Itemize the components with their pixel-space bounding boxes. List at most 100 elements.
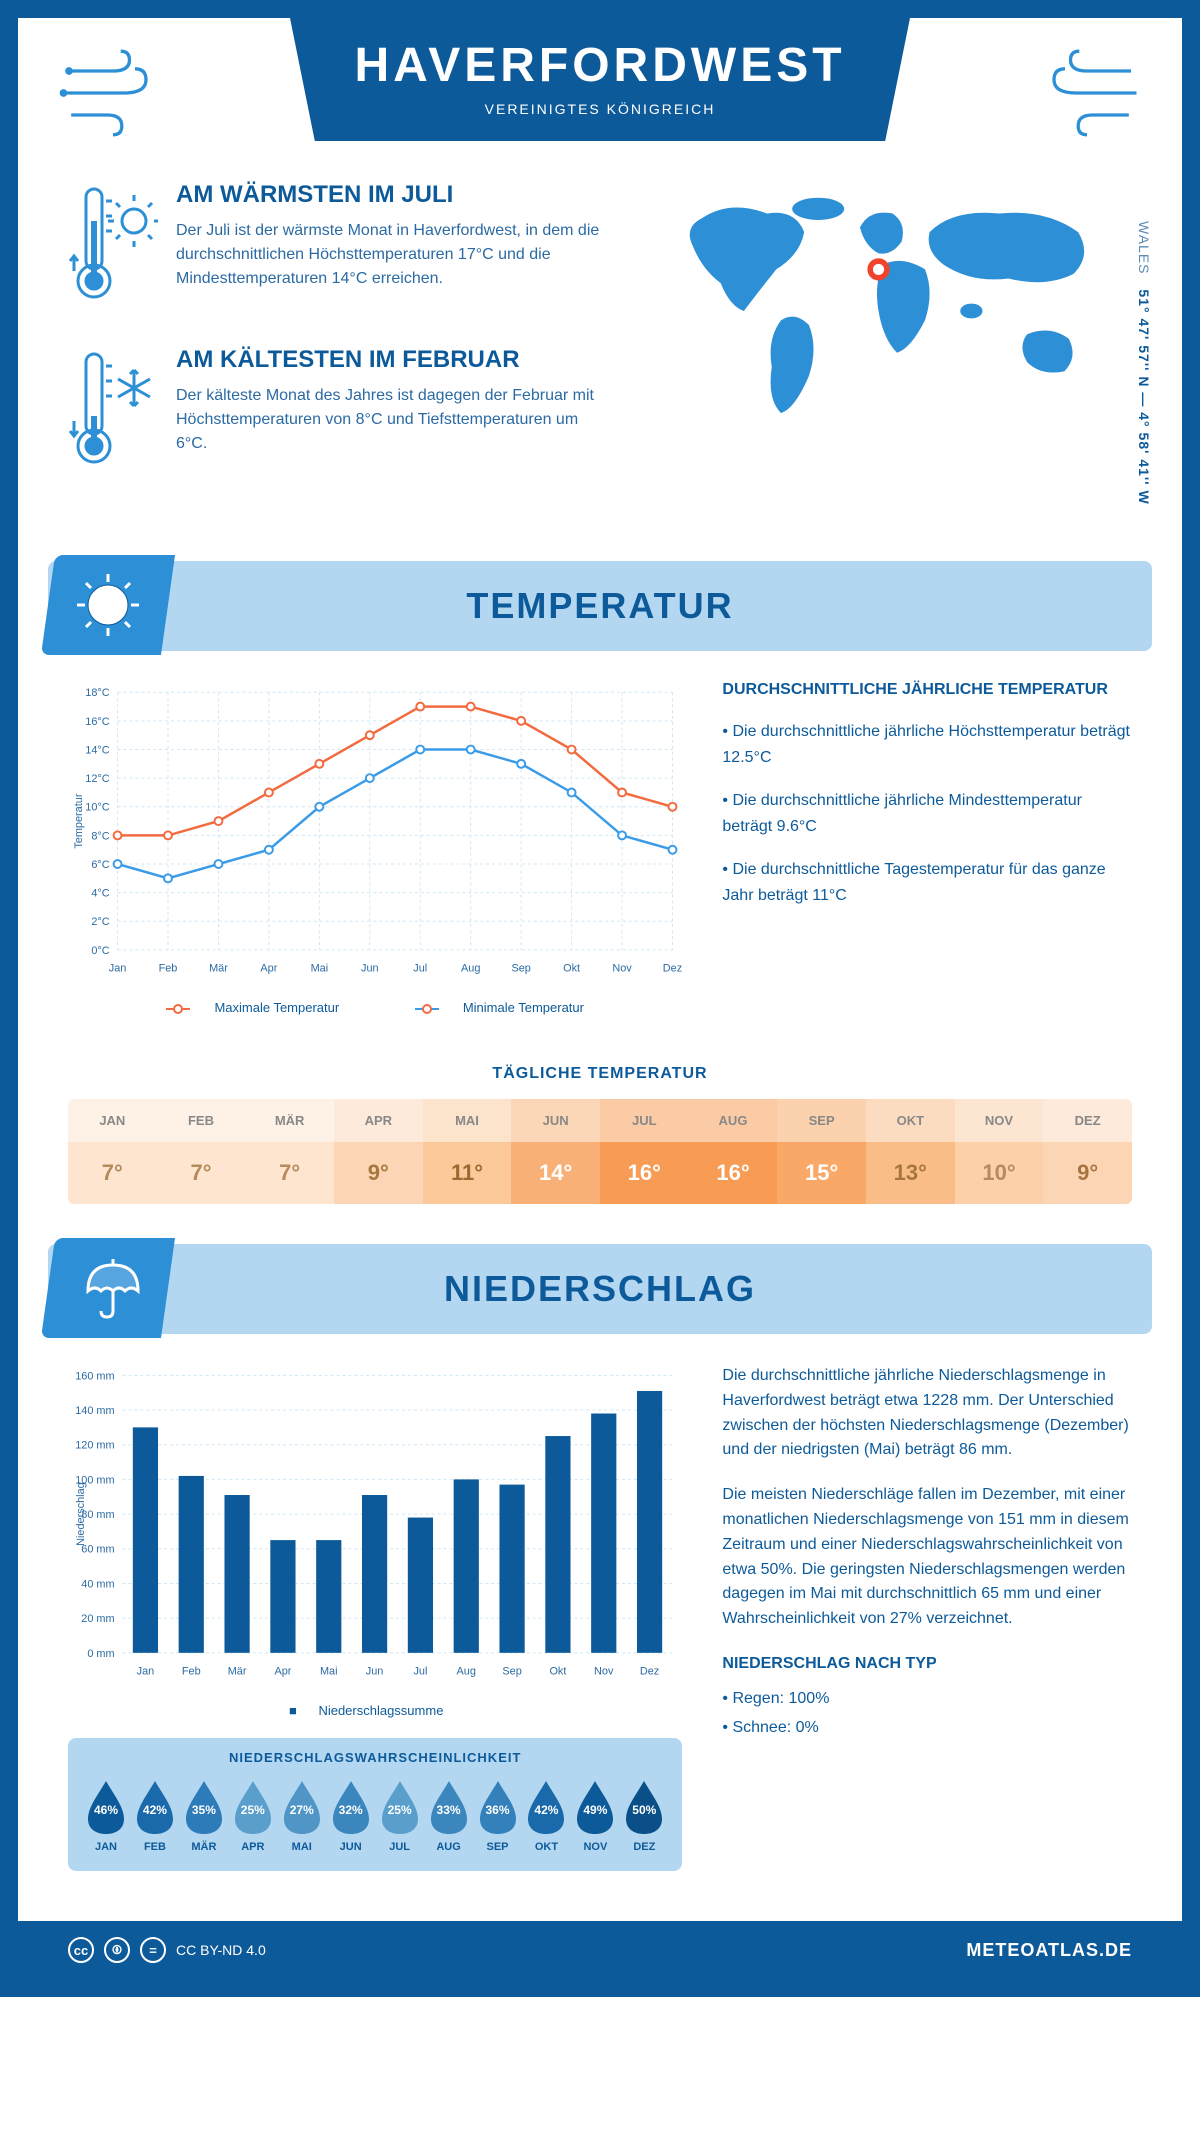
svg-text:14°C: 14°C [85, 744, 109, 756]
precip-section-header: NIEDERSCHLAG [48, 1244, 1152, 1334]
prob-drop: 32% JUN [329, 1779, 373, 1853]
prob-drop: 46% JAN [84, 1779, 128, 1853]
table-month: MAI [423, 1099, 512, 1142]
prob-title: NIEDERSCHLAGSWAHRSCHEINLICHKEIT [84, 1750, 666, 1765]
table-month: MÄR [245, 1099, 334, 1142]
prob-drop: 42% OKT [524, 1779, 568, 1853]
svg-text:20 mm: 20 mm [81, 1613, 114, 1625]
svg-text:Jul: Jul [413, 963, 427, 975]
prob-drop: 36% SEP [476, 1779, 520, 1853]
daily-temp-table: JANFEBMÄRAPRMAIJUNJULAUGSEPOKTNOVDEZ7°7°… [68, 1099, 1132, 1204]
table-temp-value: 16° [689, 1142, 778, 1204]
infographic-frame: HAVERFORDWEST VEREINIGTES KÖNIGREICH AM … [0, 0, 1200, 1997]
svg-text:Mai: Mai [320, 1666, 338, 1678]
svg-text:2°C: 2°C [91, 916, 109, 928]
table-temp-value: 7° [68, 1142, 157, 1204]
svg-text:Jul: Jul [413, 1666, 427, 1678]
prob-drop: 42% FEB [133, 1779, 177, 1853]
precip-type-title: NIEDERSCHLAG NACH TYP [722, 1652, 1132, 1677]
temperature-line-chart: 0°C2°C4°C6°C8°C10°C12°C14°C16°C18°CJanFe… [68, 681, 682, 981]
svg-text:0°C: 0°C [91, 945, 109, 957]
table-temp-value: 10° [955, 1142, 1044, 1204]
region-label: WALES [1136, 221, 1152, 275]
header-banner: HAVERFORDWEST VEREINIGTES KÖNIGREICH [290, 18, 910, 141]
top-info-row: AM WÄRMSTEN IM JULI Der Juli ist der wär… [18, 141, 1182, 541]
svg-text:Jun: Jun [366, 1666, 384, 1678]
table-month: APR [334, 1099, 423, 1142]
svg-text:Jan: Jan [137, 1666, 155, 1678]
svg-text:12°C: 12°C [85, 773, 109, 785]
table-temp-value: 14° [511, 1142, 600, 1204]
svg-text:Apr: Apr [260, 963, 277, 975]
svg-text:6°C: 6°C [91, 859, 109, 871]
annual-bullet-1: • Die durchschnittliche jährliche Höchst… [722, 719, 1132, 770]
thermometer-hot-icon [68, 181, 158, 316]
svg-text:120 mm: 120 mm [75, 1440, 114, 1452]
cc-icon: cc [68, 1937, 94, 1963]
prob-drop: 27% MAI [280, 1779, 324, 1853]
table-temp-value: 13° [866, 1142, 955, 1204]
by-icon: 🅯 [104, 1937, 130, 1963]
svg-text:Temperatur: Temperatur [73, 793, 85, 848]
umbrella-icon [41, 1238, 175, 1338]
table-month: AUG [689, 1099, 778, 1142]
page-subtitle: VEREINIGTES KÖNIGREICH [290, 101, 910, 117]
sun-icon [41, 555, 175, 655]
svg-text:0 mm: 0 mm [87, 1648, 114, 1660]
world-map [644, 181, 1132, 441]
table-month: OKT [866, 1099, 955, 1142]
svg-text:Nov: Nov [612, 963, 632, 975]
svg-text:Dez: Dez [640, 1666, 659, 1678]
license-text: CC BY-ND 4.0 [176, 1942, 266, 1958]
coldest-text: Der kälteste Monat des Jahres ist dagege… [176, 384, 604, 456]
prob-drop: 25% APR [231, 1779, 275, 1853]
probability-panel: NIEDERSCHLAGSWAHRSCHEINLICHKEIT 46% JAN … [68, 1738, 682, 1871]
svg-text:Nov: Nov [594, 1666, 614, 1678]
warmest-block: AM WÄRMSTEN IM JULI Der Juli ist der wär… [68, 181, 604, 316]
precip-type-2: • Schnee: 0% [722, 1716, 1132, 1741]
precip-para-2: Die meisten Niederschläge fallen im Deze… [722, 1483, 1132, 1632]
svg-text:Sep: Sep [502, 1666, 521, 1678]
precip-para-1: Die durchschnittliche jährliche Niedersc… [722, 1364, 1132, 1463]
table-month: JUN [511, 1099, 600, 1142]
svg-text:10°C: 10°C [85, 802, 109, 814]
table-temp-value: 7° [245, 1142, 334, 1204]
table-month: JUL [600, 1099, 689, 1142]
warmest-title: AM WÄRMSTEN IM JULI [176, 181, 604, 209]
coldest-title: AM KÄLTESTEN IM FEBRUAR [176, 346, 604, 374]
table-month: SEP [777, 1099, 866, 1142]
annual-bullet-2: • Die durchschnittliche jährliche Mindes… [722, 788, 1132, 839]
precip-bar-chart: 0 mm20 mm40 mm60 mm80 mm100 mm120 mm140 … [68, 1364, 682, 1684]
table-temp-value: 16° [600, 1142, 689, 1204]
table-month: JAN [68, 1099, 157, 1142]
coordinates: WALES 51° 47' 57'' N — 4° 58' 41'' W [1136, 221, 1152, 505]
svg-text:4°C: 4°C [91, 888, 109, 900]
prob-drop: 35% MÄR [182, 1779, 226, 1853]
page-title: HAVERFORDWEST [290, 38, 910, 93]
svg-text:40 mm: 40 mm [81, 1578, 114, 1590]
svg-text:Okt: Okt [563, 963, 580, 975]
svg-text:160 mm: 160 mm [75, 1370, 114, 1382]
prob-drop: 33% AUG [427, 1779, 471, 1853]
table-temp-value: 9° [334, 1142, 423, 1204]
svg-text:Mär: Mär [209, 963, 228, 975]
svg-text:Mai: Mai [311, 963, 329, 975]
footer: cc 🅯 = CC BY-ND 4.0 METEOATLAS.DE [18, 1921, 1182, 1979]
temperature-section-header: TEMPERATUR [48, 561, 1152, 651]
warmest-text: Der Juli ist der wärmste Monat in Haverf… [176, 219, 604, 291]
svg-text:Mär: Mär [228, 1666, 247, 1678]
coords-value: 51° 47' 57'' N — 4° 58' 41'' W [1136, 289, 1152, 504]
table-temp-value: 9° [1043, 1142, 1132, 1204]
daily-temp-title: TÄGLICHE TEMPERATUR [18, 1065, 1182, 1083]
thermometer-cold-icon [68, 346, 158, 481]
location-marker [871, 261, 888, 278]
license-block: cc 🅯 = CC BY-ND 4.0 [68, 1937, 266, 1963]
svg-text:Feb: Feb [182, 1666, 201, 1678]
svg-text:8°C: 8°C [91, 830, 109, 842]
precip-type-1: • Regen: 100% [722, 1687, 1132, 1712]
table-month: NOV [955, 1099, 1044, 1142]
table-month: FEB [157, 1099, 246, 1142]
svg-text:Apr: Apr [274, 1666, 291, 1678]
svg-text:Aug: Aug [461, 963, 480, 975]
svg-text:Feb: Feb [159, 963, 178, 975]
